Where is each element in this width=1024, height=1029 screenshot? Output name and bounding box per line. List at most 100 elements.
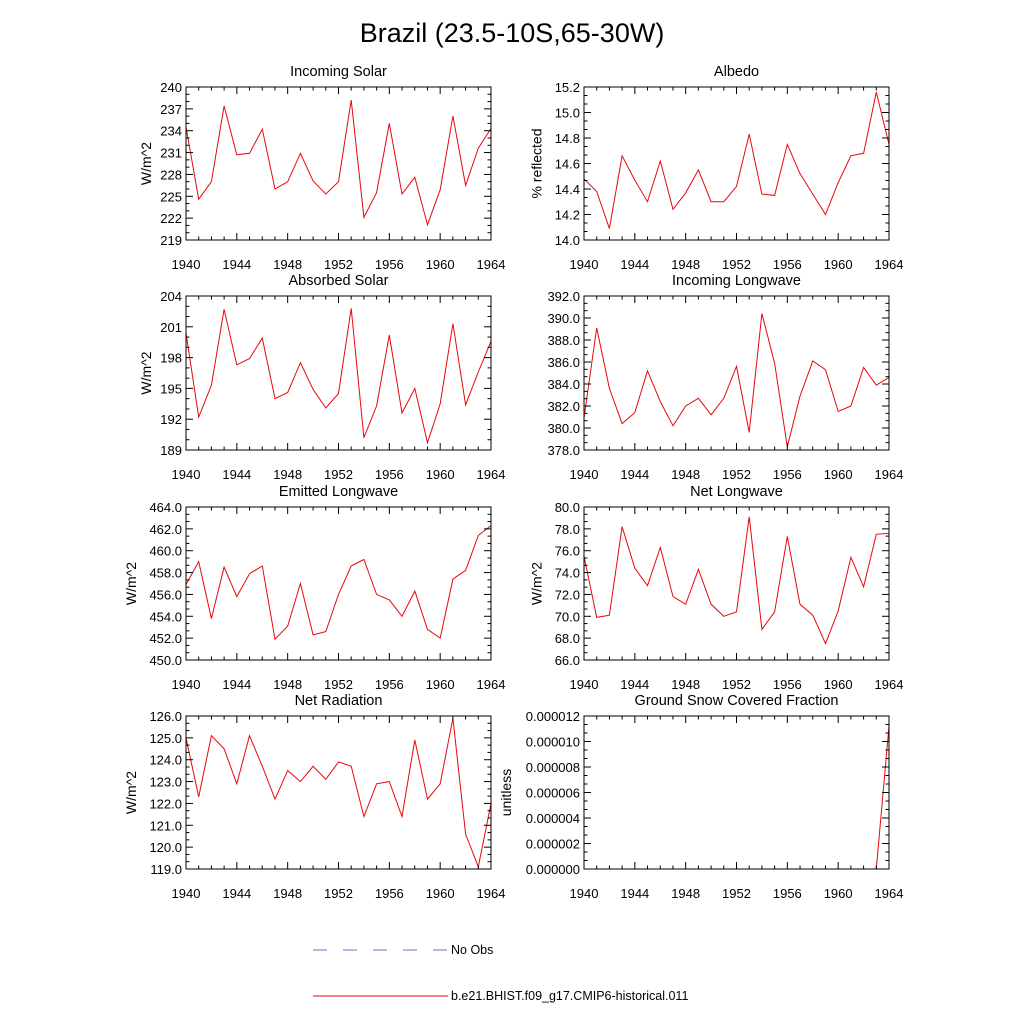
- x-tick-label: 1940: [570, 467, 599, 482]
- y-tick-label: 0.000004: [526, 811, 580, 826]
- legend-model-label: b.e21.BHIST.f09_g17.CMIP6-historical.011: [451, 989, 688, 1003]
- y-tick-label: 392.0: [547, 289, 580, 304]
- y-tick-label: 121.0: [149, 818, 182, 833]
- y-tick-label: 384.0: [547, 377, 580, 392]
- panel-net-radiation: Net Radiation 1940 1944 1948 1952 1956 1960 196…: [123, 693, 505, 901]
- y-tick-label: 454.0: [149, 609, 182, 624]
- x-tick-label: 1944: [222, 467, 251, 482]
- y-tick-label: 237: [160, 102, 182, 117]
- y-tick-label: 15.0: [555, 106, 580, 121]
- legend: No Obs b.e21.BHIST.f09_g17.CMIP6-histori…: [313, 943, 688, 1003]
- panel-title: Net Radiation: [295, 693, 383, 709]
- y-tick-label: 78.0: [555, 522, 580, 537]
- panel-incoming-longwave: Incoming Longwave 1940 1944 1948 1952 1956 196…: [547, 273, 903, 482]
- y-tick-label: 126.0: [149, 709, 182, 724]
- x-tick-label: 1940: [172, 677, 201, 692]
- series-line: [185, 525, 492, 641]
- x-tick-label: 1948: [273, 257, 302, 272]
- y-tick-label: 450.0: [149, 653, 182, 668]
- plot-frame: [583, 715, 890, 870]
- series-line: [185, 308, 492, 445]
- x-tick-label: 1948: [273, 886, 302, 901]
- y-axis-label: % reflected: [529, 128, 545, 198]
- plot-frame: [583, 86, 890, 241]
- y-tick-label: 0.000002: [526, 837, 580, 852]
- x-tick-label: 1964: [477, 467, 506, 482]
- y-axis-label: W/m^2: [529, 562, 545, 605]
- series-line: [185, 718, 492, 869]
- figure-title: Brazil (23.5-10S,65-30W): [360, 18, 665, 48]
- series-line: [583, 516, 890, 645]
- x-tick-label: 1956: [773, 886, 802, 901]
- x-tick-label: 1956: [375, 886, 404, 901]
- y-tick-label: 14.2: [555, 208, 580, 223]
- x-tick-label: 1952: [324, 467, 353, 482]
- y-tick-label: 225: [160, 189, 182, 204]
- y-tick-label: 219: [160, 233, 182, 248]
- legend-entry-obs: No Obs: [313, 943, 493, 957]
- panel-title: Albedo: [714, 64, 759, 80]
- x-tick-label: 1960: [426, 677, 455, 692]
- y-tick-label: 452.0: [149, 631, 182, 646]
- x-tick-label: 1956: [773, 677, 802, 692]
- y-tick-label: 189: [160, 443, 182, 458]
- y-tick-label: 66.0: [555, 653, 580, 668]
- y-tick-label: 68.0: [555, 631, 580, 646]
- y-tick-label: 462.0: [149, 522, 182, 537]
- y-tick-label: 122.0: [149, 796, 182, 811]
- y-tick-label: 14.6: [555, 157, 580, 172]
- x-tick-label: 1948: [273, 677, 302, 692]
- series-line: [583, 91, 890, 229]
- x-tick-label: 1960: [824, 886, 853, 901]
- x-tick-label: 1964: [875, 467, 904, 482]
- y-tick-label: 386.0: [547, 355, 580, 370]
- y-tick-label: 378.0: [547, 443, 580, 458]
- panel-title: Incoming Solar: [290, 64, 387, 80]
- x-tick-label: 1948: [671, 257, 700, 272]
- y-tick-label: 120.0: [149, 840, 182, 855]
- series-line: [583, 313, 890, 447]
- x-tick-label: 1964: [875, 677, 904, 692]
- panel-title: Net Longwave: [690, 484, 783, 500]
- y-axis-label: W/m^2: [123, 562, 139, 605]
- x-tick-label: 1940: [570, 677, 599, 692]
- x-tick-label: 1964: [875, 257, 904, 272]
- x-tick-label: 1952: [324, 677, 353, 692]
- x-tick-label: 1948: [671, 886, 700, 901]
- y-axis-label: W/m^2: [123, 771, 139, 814]
- x-tick-label: 1960: [426, 257, 455, 272]
- x-tick-label: 1956: [375, 257, 404, 272]
- y-axis-label: unitless: [498, 769, 514, 816]
- plot-frame: [185, 86, 492, 241]
- x-tick-label: 1944: [620, 467, 649, 482]
- panel-ground-snow-covered-fraction: Ground Snow Covered Fraction 1940 1944 1948…: [498, 693, 903, 901]
- x-tick-label: 1948: [273, 467, 302, 482]
- y-tick-label: 0.000008: [526, 760, 580, 775]
- y-tick-label: 76.0: [555, 544, 580, 559]
- x-tick-label: 1940: [172, 886, 201, 901]
- panel-emitted-longwave: Emitted Longwave 1940 1944 1948 1952 1956 1960…: [123, 484, 505, 692]
- y-tick-label: 390.0: [547, 311, 580, 326]
- x-tick-label: 1960: [824, 677, 853, 692]
- y-tick-label: 0.000010: [526, 735, 580, 750]
- y-tick-label: 70.0: [555, 609, 580, 624]
- x-tick-label: 1952: [324, 886, 353, 901]
- x-tick-label: 1952: [324, 257, 353, 272]
- panel-albedo: Albedo 1940 1944 1948 1952 1956 1960 1964 14.0 14…: [529, 64, 904, 272]
- series-line: [584, 726, 890, 870]
- y-tick-label: 460.0: [149, 544, 182, 559]
- x-tick-label: 1952: [722, 467, 751, 482]
- x-tick-label: 1964: [477, 886, 506, 901]
- y-tick-label: 204: [160, 289, 182, 304]
- x-tick-label: 1940: [570, 886, 599, 901]
- plot-frame: [583, 295, 890, 451]
- y-tick-label: 192: [160, 412, 182, 427]
- y-tick-label: 0.000012: [526, 709, 580, 724]
- x-tick-label: 1940: [172, 257, 201, 272]
- y-tick-label: 123.0: [149, 775, 182, 790]
- x-tick-label: 1956: [375, 467, 404, 482]
- panels: Incoming Solar 1940 1944 1948 1952 1956 1960 19…: [123, 64, 903, 901]
- y-tick-label: 231: [160, 146, 182, 161]
- x-tick-label: 1940: [172, 467, 201, 482]
